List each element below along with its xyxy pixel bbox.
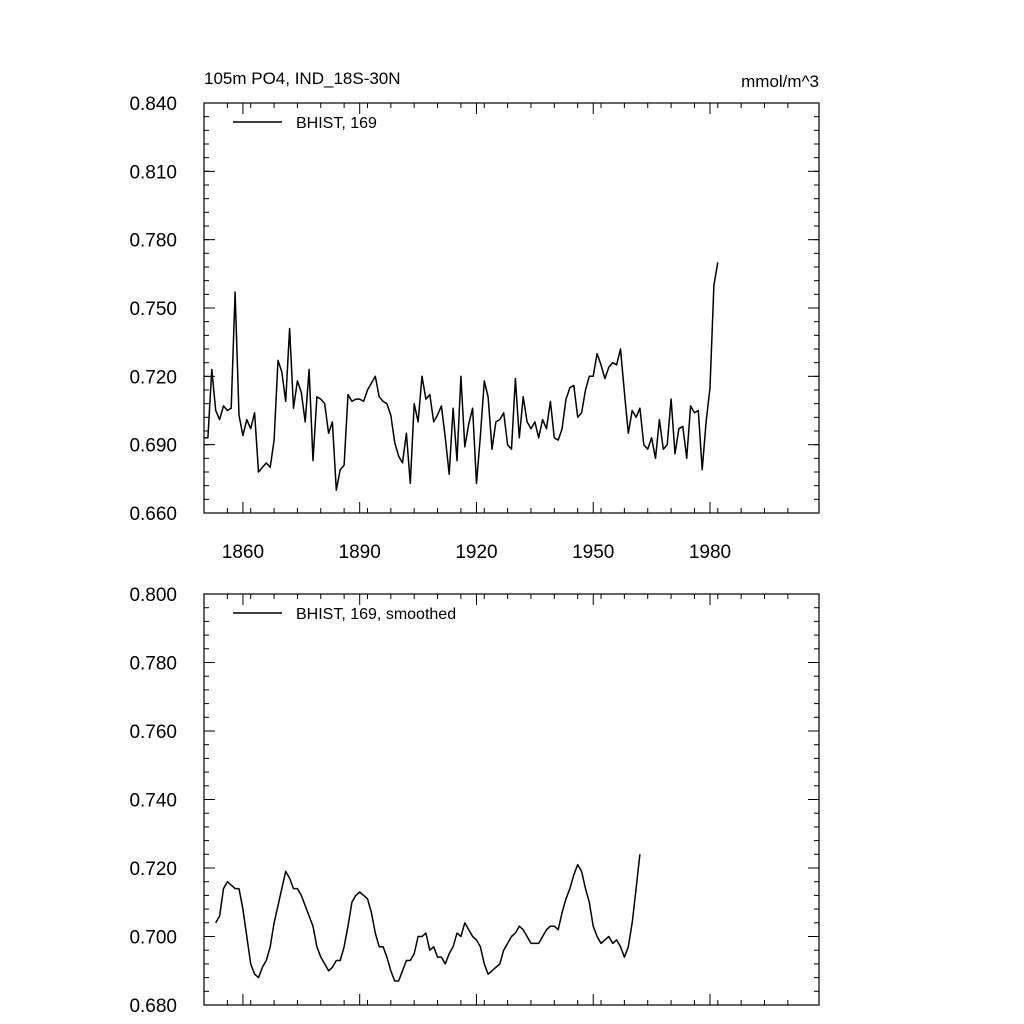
top-axis-ticks: 0.660 0.690 0.720 0.750 0.780 0.810 0.840 1860 1… <box>129 94 819 563</box>
bottom-y-tick-label: 0.760 <box>129 722 177 743</box>
top-x-tick-label: 1890 <box>339 542 381 563</box>
bottom-legend-label: BHIST, 169, smoothed <box>296 606 456 623</box>
bottom-y-tick-label: 0.780 <box>129 654 177 675</box>
top-y-tick-label: 0.660 <box>129 504 177 525</box>
top-plot-frame <box>203 102 820 514</box>
top-x-tick-label: 1920 <box>455 542 497 563</box>
top-y-tick-label: 0.840 <box>129 94 177 115</box>
top-y-tick-label: 0.720 <box>129 367 177 388</box>
bottom-y-tick-label: 0.800 <box>129 585 177 606</box>
top-panel: 105m PO4, IND_18S-30N mmol/m^3 0.660 0.69… <box>129 69 820 563</box>
bottom-series-lines <box>215 854 641 982</box>
bottom-y-tick-label: 0.700 <box>129 928 177 949</box>
top-legend: BHIST, 169 <box>233 115 377 132</box>
top-y-tick-label: 0.810 <box>129 162 177 183</box>
top-series-lines <box>204 262 719 491</box>
top-series-bhist-169 <box>204 262 719 491</box>
top-y-tick-label: 0.750 <box>129 299 177 320</box>
bottom-y-tick-label: 0.720 <box>129 859 177 880</box>
top-y-tick-label: 0.780 <box>129 231 177 252</box>
bottom-series-bhist-169-smoothed <box>215 854 641 982</box>
top-x-tick-label: 1860 <box>222 542 264 563</box>
bottom-y-tick-label: 0.740 <box>129 791 177 812</box>
bottom-axis-ticks: 0.680 0.700 0.720 0.740 0.760 0.780 0.800 <box>129 585 819 1017</box>
top-y-tick-label: 0.690 <box>129 436 177 457</box>
top-x-tick-label: 1980 <box>689 542 731 563</box>
bottom-y-tick-label: 0.680 <box>129 996 177 1017</box>
top-chart-units: mmol/m^3 <box>741 72 819 91</box>
top-legend-label: BHIST, 169 <box>296 115 377 132</box>
top-chart-title: 105m PO4, IND_18S-30N <box>204 69 401 88</box>
bottom-legend: BHIST, 169, smoothed <box>233 606 456 623</box>
top-x-tick-label: 1950 <box>572 542 614 563</box>
bottom-panel: 0.680 0.700 0.720 0.740 0.760 0.780 0.800 BHIS… <box>129 585 820 1017</box>
bottom-plot-frame <box>203 593 820 1006</box>
